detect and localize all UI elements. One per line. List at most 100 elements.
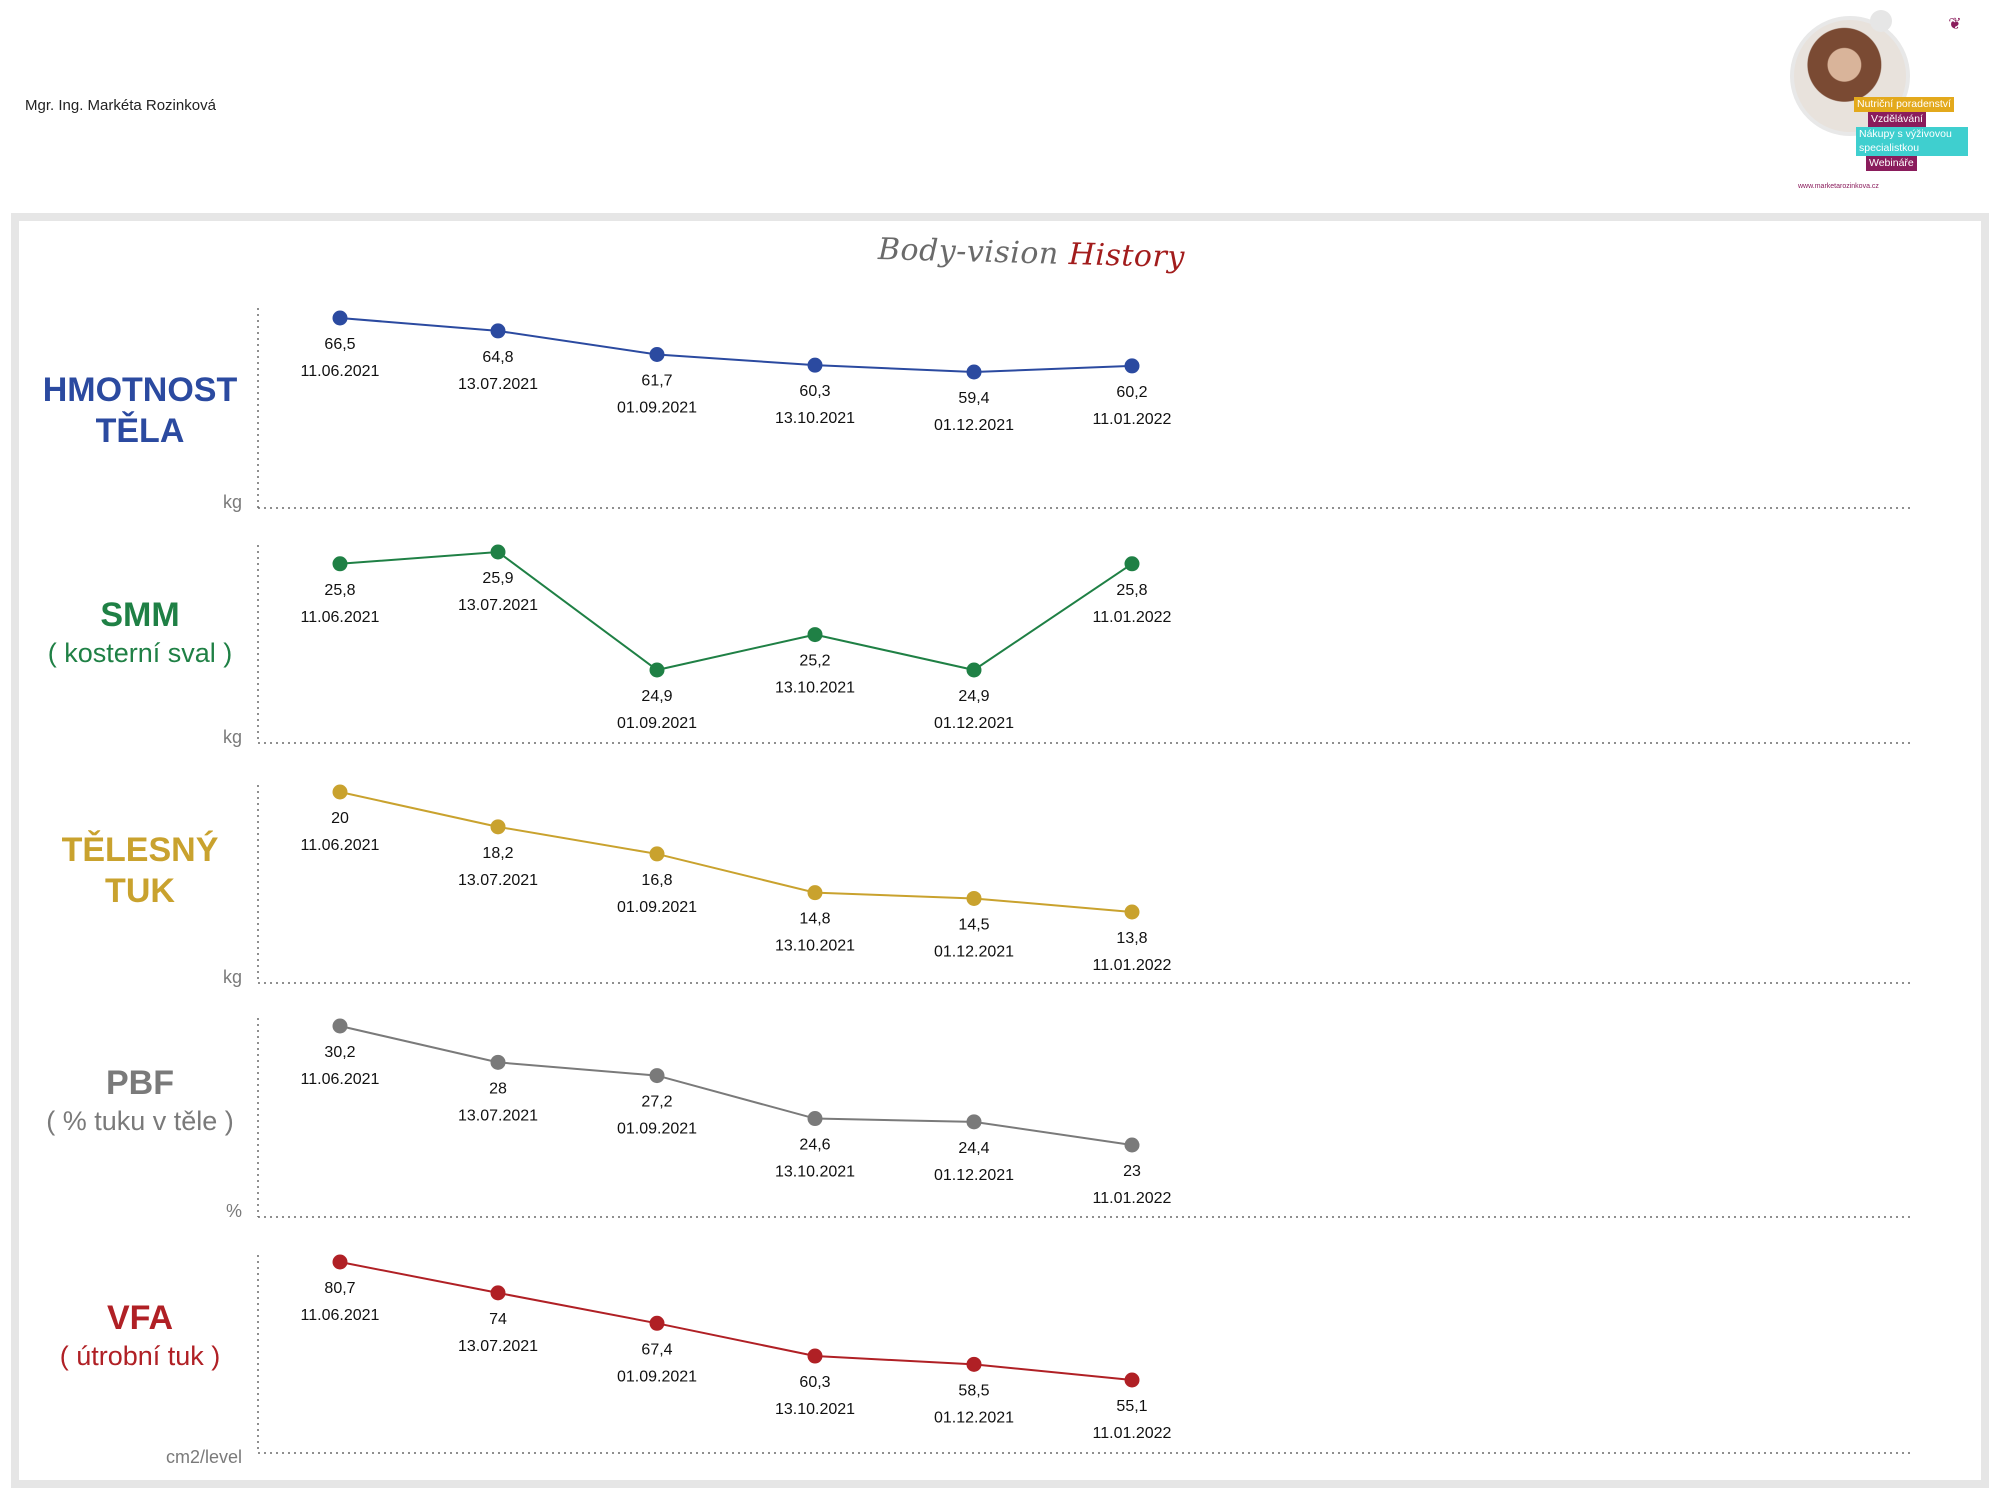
label-weight: HMOTNOST TĚLA: [10, 370, 270, 452]
data-point: [490, 544, 506, 560]
x-tick-label: 01.09.2021: [617, 899, 697, 916]
author-name: Mgr. Ing. Markéta Rozinková: [25, 97, 216, 114]
data-label: 55,1: [1116, 1398, 1147, 1415]
chart-panel: [11, 213, 1989, 1488]
data-label: 20: [331, 810, 349, 827]
x-tick-label: 01.12.2021: [934, 417, 1014, 434]
x-tick-label: 11.06.2021: [301, 1071, 380, 1088]
label-main: TĚLESNÝ TUK: [61, 831, 219, 910]
decorative-circle: [1870, 10, 1892, 32]
unit-label: kg: [222, 967, 242, 987]
data-label: 24,4: [958, 1140, 989, 1157]
data-point: [490, 1054, 506, 1070]
data-point: [490, 819, 506, 835]
series-line: [339, 550, 1133, 672]
label-main: VFA: [106, 1299, 174, 1337]
data-point: [649, 1068, 665, 1084]
unit-label: cm2/level: [165, 1447, 242, 1467]
label-pbf: PBF ( % tuku v těle ): [10, 1063, 270, 1137]
data-point: [1124, 1372, 1140, 1388]
x-tick-label: 01.09.2021: [617, 715, 697, 732]
brand-logo: ❦ Nutriční poradenství Vzdělávání Nákupy…: [1788, 8, 1984, 198]
data-label: 67,4: [641, 1341, 672, 1358]
x-tick-label: 13.10.2021: [775, 410, 855, 427]
x-tick-label: 11.01.2022: [1093, 609, 1172, 626]
data-label: 30,2: [324, 1044, 355, 1061]
data-point: [1124, 904, 1140, 920]
x-tick-label: 11.01.2022: [1093, 1190, 1172, 1207]
data-label: 24,9: [641, 688, 672, 705]
series-line: [339, 1261, 1133, 1381]
data-label: 24,6: [799, 1137, 830, 1154]
brand-emblem-icon: ❦: [1948, 16, 1962, 33]
x-tick-label: 01.09.2021: [617, 400, 697, 417]
logo-tag: specialistkou: [1856, 141, 1968, 156]
data-label: 23: [1123, 1163, 1141, 1180]
data-label: 74: [489, 1311, 507, 1328]
data-label: 14,8: [799, 911, 830, 928]
data-label: 64,8: [482, 349, 513, 366]
x-tick-label: 13.07.2021: [458, 1338, 538, 1355]
data-label: 58,5: [958, 1382, 989, 1399]
label-fat: TĚLESNÝ TUK: [10, 830, 270, 912]
x-tick-label: 11.01.2022: [1093, 411, 1172, 428]
series-line: [339, 791, 1133, 913]
logo-tag: Vzdělávání: [1868, 112, 1926, 127]
label-smm: SMM ( kosterní sval ): [10, 595, 270, 669]
logo-tag: Nutriční poradenství: [1854, 97, 1954, 112]
x-tick-label: 11.06.2021: [301, 1307, 380, 1324]
data-point: [332, 310, 348, 326]
label-main: SMM: [100, 596, 180, 634]
x-tick-label: 13.07.2021: [458, 872, 538, 889]
data-point: [332, 1018, 348, 1034]
data-label: 61,7: [641, 373, 672, 390]
series-line: [339, 317, 1133, 374]
data-point: [649, 347, 665, 363]
data-label: 59,4: [958, 390, 989, 407]
data-label: 27,2: [641, 1094, 672, 1111]
data-label: 16,8: [641, 872, 672, 889]
data-label: 13,8: [1116, 930, 1147, 947]
unit-label: kg: [222, 492, 242, 512]
label-vfa: VFA ( útrobní tuk ): [10, 1298, 270, 1372]
x-tick-label: 01.12.2021: [934, 1409, 1014, 1426]
data-point: [1124, 556, 1140, 572]
data-point: [966, 1114, 982, 1130]
x-tick-label: 01.12.2021: [934, 1167, 1014, 1184]
data-label: 66,5: [324, 336, 355, 353]
x-tick-label: 01.09.2021: [617, 1121, 697, 1138]
data-label: 60,3: [799, 383, 830, 400]
x-tick-label: 13.10.2021: [775, 1401, 855, 1418]
x-tick-label: 01.12.2021: [934, 715, 1014, 732]
data-label: 24,9: [958, 688, 989, 705]
data-label: 28: [489, 1080, 507, 1097]
data-point: [807, 357, 823, 373]
x-tick-label: 11.06.2021: [301, 837, 380, 854]
unit-label: %: [225, 1201, 242, 1221]
x-tick-label: 01.09.2021: [617, 1368, 697, 1385]
data-label: 25,8: [1116, 582, 1147, 599]
logo-tag: Webináře: [1866, 156, 1917, 171]
x-tick-label: 13.10.2021: [775, 1164, 855, 1181]
unit-label: kg: [222, 727, 242, 747]
data-point: [1124, 1137, 1140, 1153]
x-tick-label: 11.06.2021: [301, 363, 380, 380]
data-point: [807, 1348, 823, 1364]
data-label: 14,5: [958, 916, 989, 933]
series-line: [339, 1025, 1133, 1146]
logo-url: www.marketarozinkova.cz: [1798, 183, 1879, 190]
x-tick-label: 11.01.2022: [1093, 1425, 1172, 1442]
data-point: [332, 1254, 348, 1270]
x-tick-label: 13.10.2021: [775, 938, 855, 955]
label-sub: ( kosterní sval ): [47, 638, 233, 668]
data-point: [1124, 358, 1140, 374]
label-sub: ( útrobní tuk ): [59, 1341, 221, 1371]
data-label: 18,2: [482, 845, 513, 862]
x-tick-label: 11.01.2022: [1093, 957, 1172, 974]
data-point: [966, 662, 982, 678]
data-point: [966, 364, 982, 380]
data-label: 25,9: [482, 570, 513, 587]
data-point: [490, 1285, 506, 1301]
data-point: [966, 890, 982, 906]
